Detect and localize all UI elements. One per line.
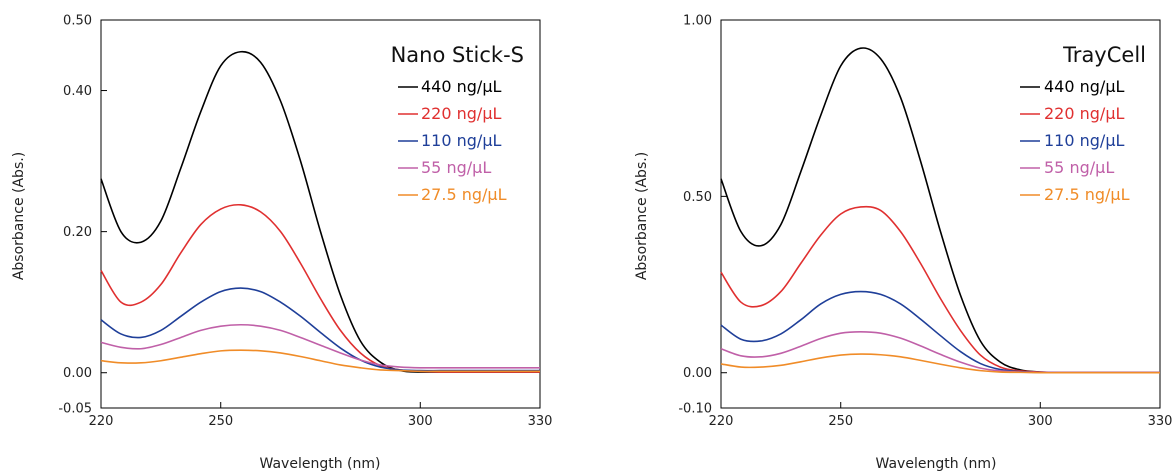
x-tick-label: 250: [828, 414, 853, 429]
legend-label-110: 110 ng/µL: [1044, 131, 1124, 150]
y-axis-label: Absorbance (Abs.): [634, 152, 650, 280]
series-line-3: [100, 323, 540, 369]
y-tick-label: 0.50: [63, 14, 92, 29]
x-tick-label: 250: [208, 414, 233, 429]
chart-title: TrayCell: [1062, 43, 1146, 67]
legend: 440 ng/µL 220 ng/µL 110 ng/µL 55 ng/µL 2…: [1020, 77, 1130, 204]
y-tick-label: 1.00: [683, 14, 712, 29]
x-axis-ticks: 220 250 300 330: [89, 402, 553, 429]
legend-label-55: 55 ng/µL: [421, 158, 491, 177]
legend: 440 ng/µL 220 ng/µL 110 ng/µL 55 ng/µL 2…: [398, 77, 507, 204]
x-tick-label: 300: [408, 414, 433, 429]
y-tick-label: 0.00: [63, 366, 92, 381]
legend-label-220: 220 ng/µL: [1044, 104, 1124, 123]
spectra-lines: [720, 47, 1160, 374]
y-axis-label: Absorbance (Abs.): [11, 152, 27, 280]
x-tick-label: 220: [89, 414, 114, 429]
plot-frame: [720, 19, 1161, 409]
legend-label-27-5: 27.5 ng/µL: [1044, 185, 1130, 204]
x-tick-label: 220: [709, 414, 734, 429]
legend-label-27-5: 27.5 ng/µL: [421, 185, 507, 204]
legend-label-440: 440 ng/µL: [1044, 77, 1124, 96]
series-line-0: [100, 50, 540, 373]
series-line-0: [720, 47, 1160, 374]
y-tick-label: 0.40: [63, 84, 92, 99]
x-axis-label: Wavelength (nm): [876, 456, 997, 472]
y-tick-label: -0.05: [58, 402, 92, 417]
legend-label-55: 55 ng/µL: [1044, 158, 1114, 177]
spectra-lines: [100, 50, 540, 373]
x-tick-label: 330: [1148, 414, 1173, 429]
y-tick-label: -0.10: [678, 402, 712, 417]
legend-label-110: 110 ng/µL: [421, 131, 501, 150]
series-line-2: [100, 287, 540, 372]
legend-label-440: 440 ng/µL: [421, 77, 501, 96]
series-line-4: [720, 353, 1160, 374]
x-axis-label: Wavelength (nm): [260, 456, 381, 472]
series-line-3: [720, 331, 1160, 374]
y-tick-label: 0.50: [683, 190, 712, 205]
nano-stick-s-chart: -0.05 0.00 0.20 0.40 0.50 220 250 300 330 Nano …: [11, 14, 552, 473]
series-line-4: [100, 349, 540, 373]
chart-title: Nano Stick-S: [391, 43, 524, 67]
series-line-2: [720, 290, 1160, 374]
x-tick-label: 300: [1028, 414, 1053, 429]
y-axis-ticks: -0.05 0.00 0.20 0.40 0.50: [58, 14, 107, 417]
x-tick-label: 330: [528, 414, 553, 429]
y-axis-ticks: -0.10 0.00 0.50 1.00: [678, 14, 727, 417]
y-tick-label: 0.00: [683, 366, 712, 381]
x-axis-ticks: 220 250 300 330: [709, 402, 1173, 429]
traycell-chart: -0.100.000.501.00 220 250 300 330 TrayCell …: [634, 14, 1172, 473]
plot-frame: [100, 19, 541, 409]
y-tick-label: 0.20: [63, 225, 92, 240]
legend-label-220: 220 ng/µL: [421, 104, 501, 123]
